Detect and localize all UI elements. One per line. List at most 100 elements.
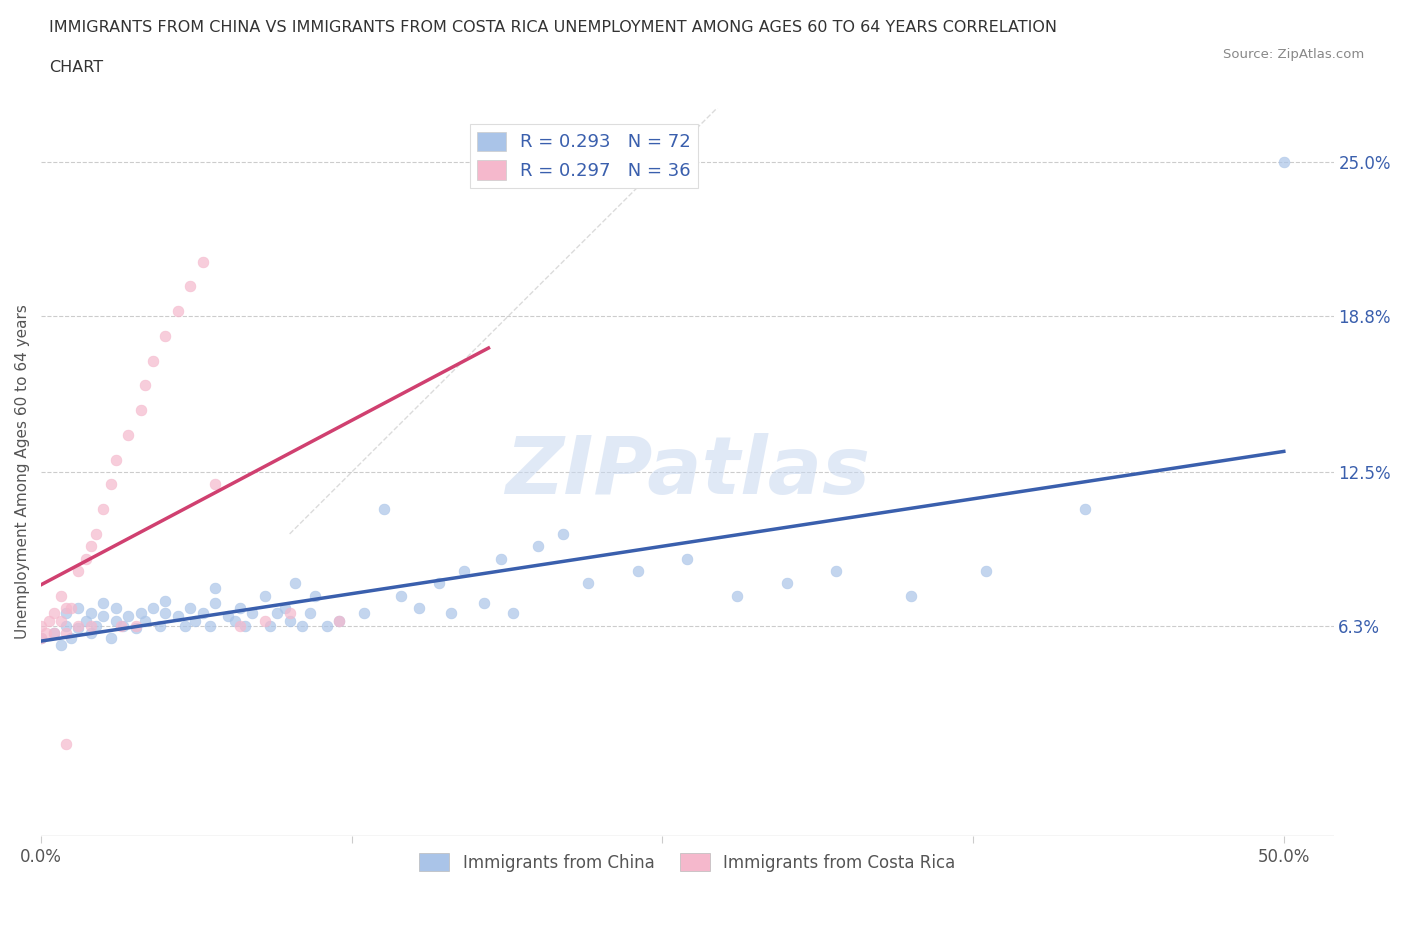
Point (59, 601, 82, 616)
Point (408, 601, 430, 616)
Point (35, 626, 58, 641)
Point (174, 618, 197, 633)
Text: Source: ZipAtlas.com: Source: ZipAtlas.com (1223, 48, 1364, 61)
Point (391, 589, 413, 604)
Point (49, 613, 72, 628)
Point (328, 613, 350, 628)
Point (91, 501, 114, 516)
Point (453, 564, 475, 578)
Point (75, 551, 97, 566)
Point (427, 576, 450, 591)
Point (179, 601, 201, 616)
Point (155, 593, 177, 608)
Point (91, 596, 114, 611)
Point (527, 538, 550, 553)
Point (112, 618, 135, 633)
Text: CHART: CHART (49, 60, 103, 74)
Point (55, 618, 77, 633)
Point (55, 605, 77, 620)
Point (725, 589, 748, 604)
Text: ZIPatlas: ZIPatlas (505, 433, 870, 511)
Point (91, 608, 114, 623)
Point (191, 254, 214, 269)
Point (1272, 155, 1295, 170)
Point (104, 452, 127, 467)
Point (353, 605, 375, 620)
Point (626, 564, 648, 578)
Point (30, 631, 52, 645)
Point (80, 538, 103, 553)
Point (42, 605, 65, 620)
Point (304, 589, 326, 604)
Point (204, 581, 226, 596)
Point (117, 608, 139, 623)
Point (117, 428, 139, 443)
Point (49, 589, 72, 604)
Point (204, 477, 226, 492)
Point (80, 618, 103, 633)
Point (233, 618, 256, 633)
Point (291, 618, 314, 633)
Point (179, 279, 201, 294)
Point (55, 626, 77, 641)
Point (80, 626, 103, 641)
Text: IMMIGRANTS FROM CHINA VS IMMIGRANTS FROM COSTA RICA UNEMPLOYMENT AMONG AGES 60 T: IMMIGRANTS FROM CHINA VS IMMIGRANTS FROM… (49, 20, 1057, 35)
Point (100, 631, 122, 645)
Point (440, 605, 463, 620)
Point (776, 576, 799, 591)
Point (266, 605, 288, 620)
Point (298, 605, 321, 620)
Point (67, 620, 90, 635)
Point (191, 605, 214, 620)
Point (104, 601, 127, 616)
Point (974, 564, 997, 578)
Point (253, 613, 276, 628)
Point (1074, 501, 1097, 516)
Point (198, 618, 221, 633)
Point (240, 605, 263, 620)
Point (204, 596, 226, 611)
Point (49, 638, 72, 653)
Point (166, 608, 188, 623)
Point (42, 626, 65, 641)
Point (373, 501, 395, 516)
Point (155, 605, 177, 620)
Point (489, 551, 512, 566)
Point (30, 618, 52, 633)
Point (253, 589, 276, 604)
Point (825, 564, 848, 578)
Point (900, 589, 922, 604)
Point (229, 618, 252, 633)
Point (80, 605, 103, 620)
Point (155, 328, 177, 343)
Point (84, 618, 107, 633)
Point (59, 631, 82, 645)
Point (184, 613, 207, 628)
Point (676, 551, 699, 566)
Point (278, 605, 301, 620)
Point (166, 303, 188, 318)
Y-axis label: Unemployment Among Ages 60 to 64 years: Unemployment Among Ages 60 to 64 years (15, 304, 30, 640)
Point (576, 576, 599, 591)
Point (273, 601, 295, 616)
Point (551, 526, 574, 541)
Point (284, 576, 307, 591)
Point (104, 613, 127, 628)
Point (224, 613, 246, 628)
Point (278, 613, 301, 628)
Point (129, 403, 152, 418)
Point (75, 613, 97, 628)
Point (110, 618, 132, 633)
Point (259, 618, 281, 633)
Point (38, 613, 60, 628)
Point (142, 601, 165, 616)
Point (134, 613, 156, 628)
Point (316, 618, 339, 633)
Point (149, 618, 172, 633)
Point (129, 605, 152, 620)
Point (142, 353, 165, 368)
Legend: Immigrants from China, Immigrants from Costa Rica: Immigrants from China, Immigrants from C… (413, 846, 962, 879)
Point (124, 618, 146, 633)
Point (217, 608, 239, 623)
Point (502, 605, 524, 620)
